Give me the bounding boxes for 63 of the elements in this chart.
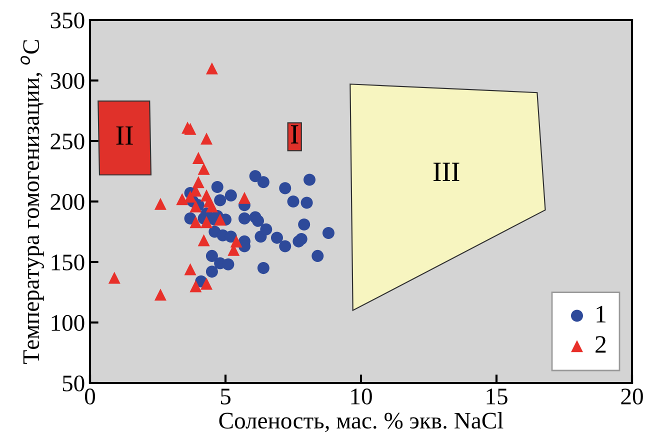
point: [214, 194, 226, 206]
y-axis-title: Температура гомогенизации, $^{o}$C: [20, 40, 44, 364]
y-tick-label: 200: [50, 194, 84, 210]
point: [184, 122, 196, 135]
point: [222, 258, 234, 270]
y-tick-label: 250: [50, 133, 84, 150]
point: [249, 170, 262, 182]
point: [238, 212, 250, 224]
y-tick-label: 350: [50, 12, 84, 28]
x-tick-label: 20: [621, 388, 643, 404]
series-label: II: [116, 126, 133, 145]
point: [200, 216, 213, 228]
point: [211, 180, 224, 193]
point: [198, 162, 210, 175]
y-tick-label: 150: [52, 254, 84, 270]
y-tick-label: 50: [62, 375, 84, 392]
point: [190, 280, 202, 292]
legend-label: 2: [596, 336, 606, 353]
point: [312, 250, 324, 262]
point: [206, 250, 218, 262]
point: [176, 193, 188, 206]
point: [206, 266, 218, 278]
point: [279, 182, 292, 194]
point: [224, 189, 237, 202]
point: [224, 230, 237, 243]
point: [260, 223, 272, 236]
x-tick-label: 5: [220, 388, 230, 404]
point: [270, 232, 284, 244]
point: [257, 176, 270, 188]
x-tick-label: 10: [351, 388, 372, 404]
point: [238, 192, 250, 204]
point: [303, 174, 316, 186]
point: [300, 196, 313, 209]
point: [184, 190, 196, 203]
y-tick-label: 300: [50, 72, 84, 89]
point: [200, 278, 213, 290]
point: [154, 288, 166, 301]
point: [184, 263, 196, 276]
point: [257, 262, 270, 274]
point: [206, 62, 218, 74]
point: [287, 195, 300, 208]
series-label: I: [290, 125, 298, 144]
point: [252, 214, 264, 227]
legend-label: 1: [596, 306, 606, 322]
x-tick-label: 15: [486, 388, 508, 404]
point: [214, 214, 226, 226]
point: [279, 240, 292, 252]
point: [206, 200, 218, 212]
y-tick-label: 100: [52, 314, 84, 331]
x-axis-title: Соленость, мас. % экв. NaCl: [219, 412, 504, 432]
point: [154, 198, 166, 210]
point: [200, 132, 213, 145]
point: [322, 226, 334, 239]
point: [295, 232, 308, 246]
point: [298, 218, 310, 231]
x-tick-label: 0: [84, 388, 96, 404]
point: [108, 272, 120, 284]
series-label: III: [433, 162, 460, 181]
point: [192, 152, 204, 164]
point: [190, 200, 202, 212]
point: [230, 235, 242, 248]
point: [198, 234, 210, 246]
point: [190, 216, 202, 228]
